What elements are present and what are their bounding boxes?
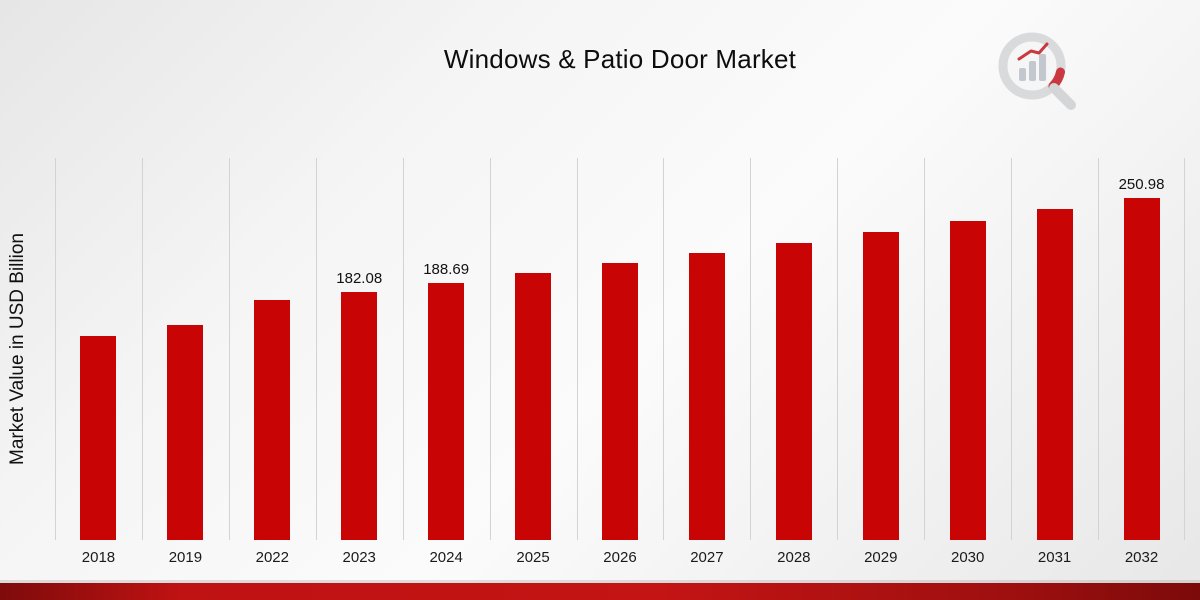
vertical-gridline xyxy=(1184,158,1185,540)
footer-stripe xyxy=(0,583,1200,600)
logo-trend-line xyxy=(1017,42,1049,61)
bar-2018 xyxy=(80,335,117,540)
x-tick-label: 2027 xyxy=(690,549,724,566)
bar-slot: 2026 xyxy=(577,158,664,566)
bar-slot: 2030 xyxy=(924,158,1011,566)
footer-divider xyxy=(0,580,1200,583)
bar-2019 xyxy=(167,325,204,540)
x-tick-label: 2025 xyxy=(516,549,550,566)
vertical-gridline xyxy=(228,158,230,540)
vertical-gridline xyxy=(55,158,56,540)
bar-slot: 188.69 2024 xyxy=(403,158,490,566)
bar-2024 xyxy=(428,282,465,540)
logo-bar-medium xyxy=(1029,61,1036,81)
vertical-gridline xyxy=(663,158,665,540)
brand-logo xyxy=(986,24,1090,118)
magnifier-bar-chart-icon xyxy=(998,32,1076,110)
logo-bar-large xyxy=(1039,54,1046,81)
x-tick-label: 2030 xyxy=(950,549,985,566)
bar-slot: 2019 xyxy=(142,158,229,566)
bar-slot: 2022 xyxy=(229,158,316,566)
bar-value-label: 182.08 xyxy=(336,269,383,287)
x-tick-label: 2018 xyxy=(81,549,116,566)
bar-2027 xyxy=(688,253,725,540)
bar-slot: 2025 xyxy=(490,158,577,566)
vertical-gridline xyxy=(1011,158,1013,540)
vertical-gridline xyxy=(837,158,839,540)
vertical-gridline xyxy=(315,158,317,540)
plot-area: 2018 2019 2022 182.08 2023 188.69 2024 2025 2026… xyxy=(55,158,1185,566)
vertical-gridline xyxy=(1098,158,1100,540)
magnifier-handle xyxy=(1049,83,1076,110)
bar-slot: 2028 xyxy=(750,158,837,566)
vertical-gridline xyxy=(489,158,491,540)
x-tick-label: 2032 xyxy=(1124,549,1159,566)
vertical-gridline xyxy=(924,158,926,540)
vertical-gridline xyxy=(750,158,752,540)
logo-bar-small xyxy=(1019,68,1026,81)
bar-slot: 250.98 2032 xyxy=(1098,158,1185,566)
bar-2023 xyxy=(341,291,378,540)
x-tick-label: 2031 xyxy=(1037,549,1072,566)
x-tick-label: 2024 xyxy=(429,549,463,566)
bar-slot: 2027 xyxy=(663,158,750,566)
x-tick-label: 2029 xyxy=(864,549,898,566)
bar-2032 xyxy=(1123,197,1160,540)
vertical-gridline xyxy=(576,158,578,540)
bar-slot: 182.08 2023 xyxy=(316,158,403,566)
bar-slot: 2031 xyxy=(1011,158,1098,566)
bar-2030 xyxy=(949,221,986,540)
bar-2031 xyxy=(1036,209,1073,540)
bar-2022 xyxy=(254,300,291,540)
vertical-gridline xyxy=(402,158,404,540)
vertical-gridline xyxy=(141,158,143,540)
bar-slot: 2018 xyxy=(55,158,142,566)
x-tick-label: 2019 xyxy=(168,549,203,566)
chart-title: Windows & Patio Door Market xyxy=(443,44,797,74)
y-axis-label-wrap: Market Value in USD Billion xyxy=(0,158,36,540)
x-tick-label: 2028 xyxy=(777,549,811,566)
bar-2028 xyxy=(775,243,812,540)
x-tick-label: 2022 xyxy=(255,549,289,566)
bar-slot: 2029 xyxy=(837,158,924,566)
y-axis-label: Market Value in USD Billion xyxy=(7,233,28,465)
x-tick-label: 2023 xyxy=(342,549,376,566)
bar-2029 xyxy=(862,232,899,540)
x-tick-label: 2026 xyxy=(603,549,637,566)
bar-value-label: 250.98 xyxy=(1118,175,1165,193)
bar-2025 xyxy=(515,273,552,540)
bar-2026 xyxy=(601,263,638,540)
bar-value-label: 188.69 xyxy=(423,260,470,278)
